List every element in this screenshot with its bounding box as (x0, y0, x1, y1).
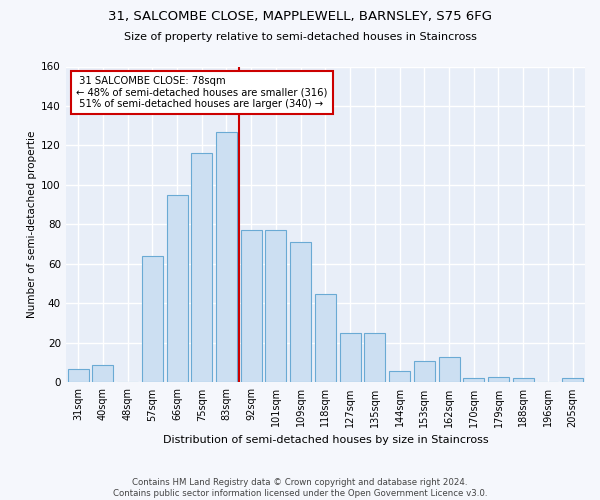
Bar (241, 230, 262, 382)
Bar (191, 154, 212, 382)
Bar (68, 368, 89, 382)
Y-axis label: Number of semi-detached propertie: Number of semi-detached propertie (27, 131, 37, 318)
Bar (167, 195, 188, 382)
Bar (216, 132, 237, 382)
Bar (389, 370, 410, 382)
Bar (463, 378, 484, 382)
Bar (364, 333, 385, 382)
Text: 31 SALCOMBE CLOSE: 78sqm
← 48% of semi-detached houses are smaller (316)
 51% of: 31 SALCOMBE CLOSE: 78sqm ← 48% of semi-d… (76, 76, 328, 109)
Text: Size of property relative to semi-detached houses in Staincross: Size of property relative to semi-detach… (124, 32, 476, 42)
Bar (439, 357, 460, 382)
Bar (562, 378, 583, 382)
X-axis label: Distribution of semi-detached houses by size in Staincross: Distribution of semi-detached houses by … (163, 435, 488, 445)
Bar (92, 364, 113, 382)
Bar (512, 378, 533, 382)
Bar (142, 256, 163, 382)
Bar (488, 376, 509, 382)
Bar (290, 242, 311, 382)
Bar (315, 294, 336, 382)
Bar (340, 333, 361, 382)
Bar (414, 360, 435, 382)
Bar (265, 230, 286, 382)
Text: Contains HM Land Registry data © Crown copyright and database right 2024.
Contai: Contains HM Land Registry data © Crown c… (113, 478, 487, 498)
Text: 31, SALCOMBE CLOSE, MAPPLEWELL, BARNSLEY, S75 6FG: 31, SALCOMBE CLOSE, MAPPLEWELL, BARNSLEY… (108, 10, 492, 23)
